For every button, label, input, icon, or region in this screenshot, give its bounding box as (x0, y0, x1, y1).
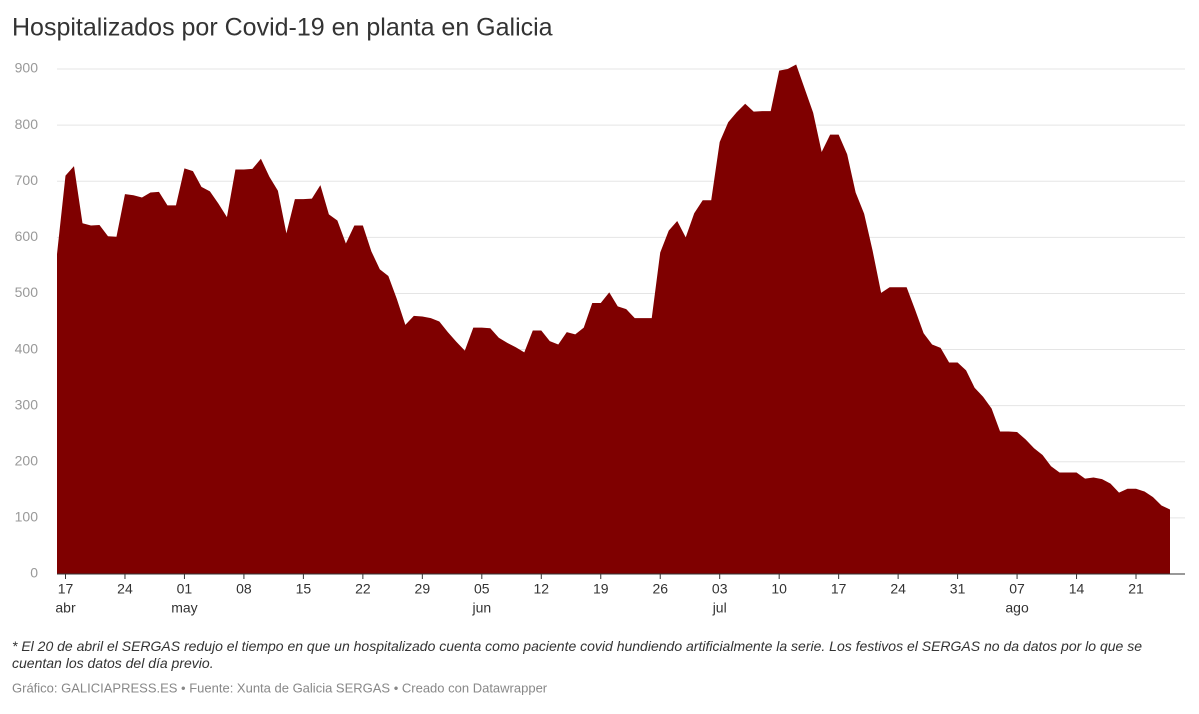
x-tick-label: 31 (950, 581, 966, 597)
x-tick-label: 19 (593, 581, 609, 597)
chart-title: Hospitalizados por Covid-19 en planta en… (12, 14, 553, 42)
x-tick-label: 24 (890, 581, 906, 597)
y-tick-label: 200 (15, 452, 39, 468)
x-tick-label: 17 (58, 581, 74, 597)
x-month-label: jul (712, 600, 727, 616)
credit: Gráfico: GALICIAPRESS.ES • Fuente: Xunta… (12, 680, 548, 695)
x-month-label: ago (1005, 600, 1029, 616)
y-tick-label: 300 (15, 396, 39, 412)
x-tick-label: 24 (117, 581, 133, 597)
x-tick-label: 15 (296, 581, 312, 597)
note: * El 20 de abril el SERGAS redujo el tie… (12, 638, 1143, 671)
x-tick-label: 22 (355, 581, 371, 597)
note-box: * El 20 de abril el SERGAS redujo el tie… (12, 638, 1143, 671)
x-month-label: abr (55, 600, 76, 616)
x-tick-label: 29 (415, 581, 431, 597)
area (57, 64, 1170, 574)
y-tick-label: 500 (15, 284, 39, 300)
x-tick-label: 14 (1069, 581, 1085, 597)
x-tick-label: 08 (236, 581, 252, 597)
x-tick-label: 05 (474, 581, 490, 597)
y-tick-label: 400 (15, 340, 39, 356)
x-tick-label: 07 (1009, 581, 1025, 597)
x-tick-label: 03 (712, 581, 728, 597)
y-tick-label: 900 (15, 60, 39, 76)
y-tick-label: 600 (15, 228, 39, 244)
x-tick-label: 12 (533, 581, 549, 597)
y-tick-label: 0 (30, 565, 38, 581)
y-tick-label: 700 (15, 172, 39, 188)
x-tick-label: 21 (1128, 581, 1144, 597)
y-tick-label: 800 (15, 116, 39, 132)
x-month-label: jun (471, 600, 491, 616)
x-tick-label: 10 (771, 581, 787, 597)
x-tick-label: 01 (177, 581, 193, 597)
x-tick-label: 26 (652, 581, 668, 597)
y-tick-label: 100 (15, 509, 39, 525)
x-month-label: may (171, 600, 197, 616)
x-tick-label: 17 (831, 581, 847, 597)
